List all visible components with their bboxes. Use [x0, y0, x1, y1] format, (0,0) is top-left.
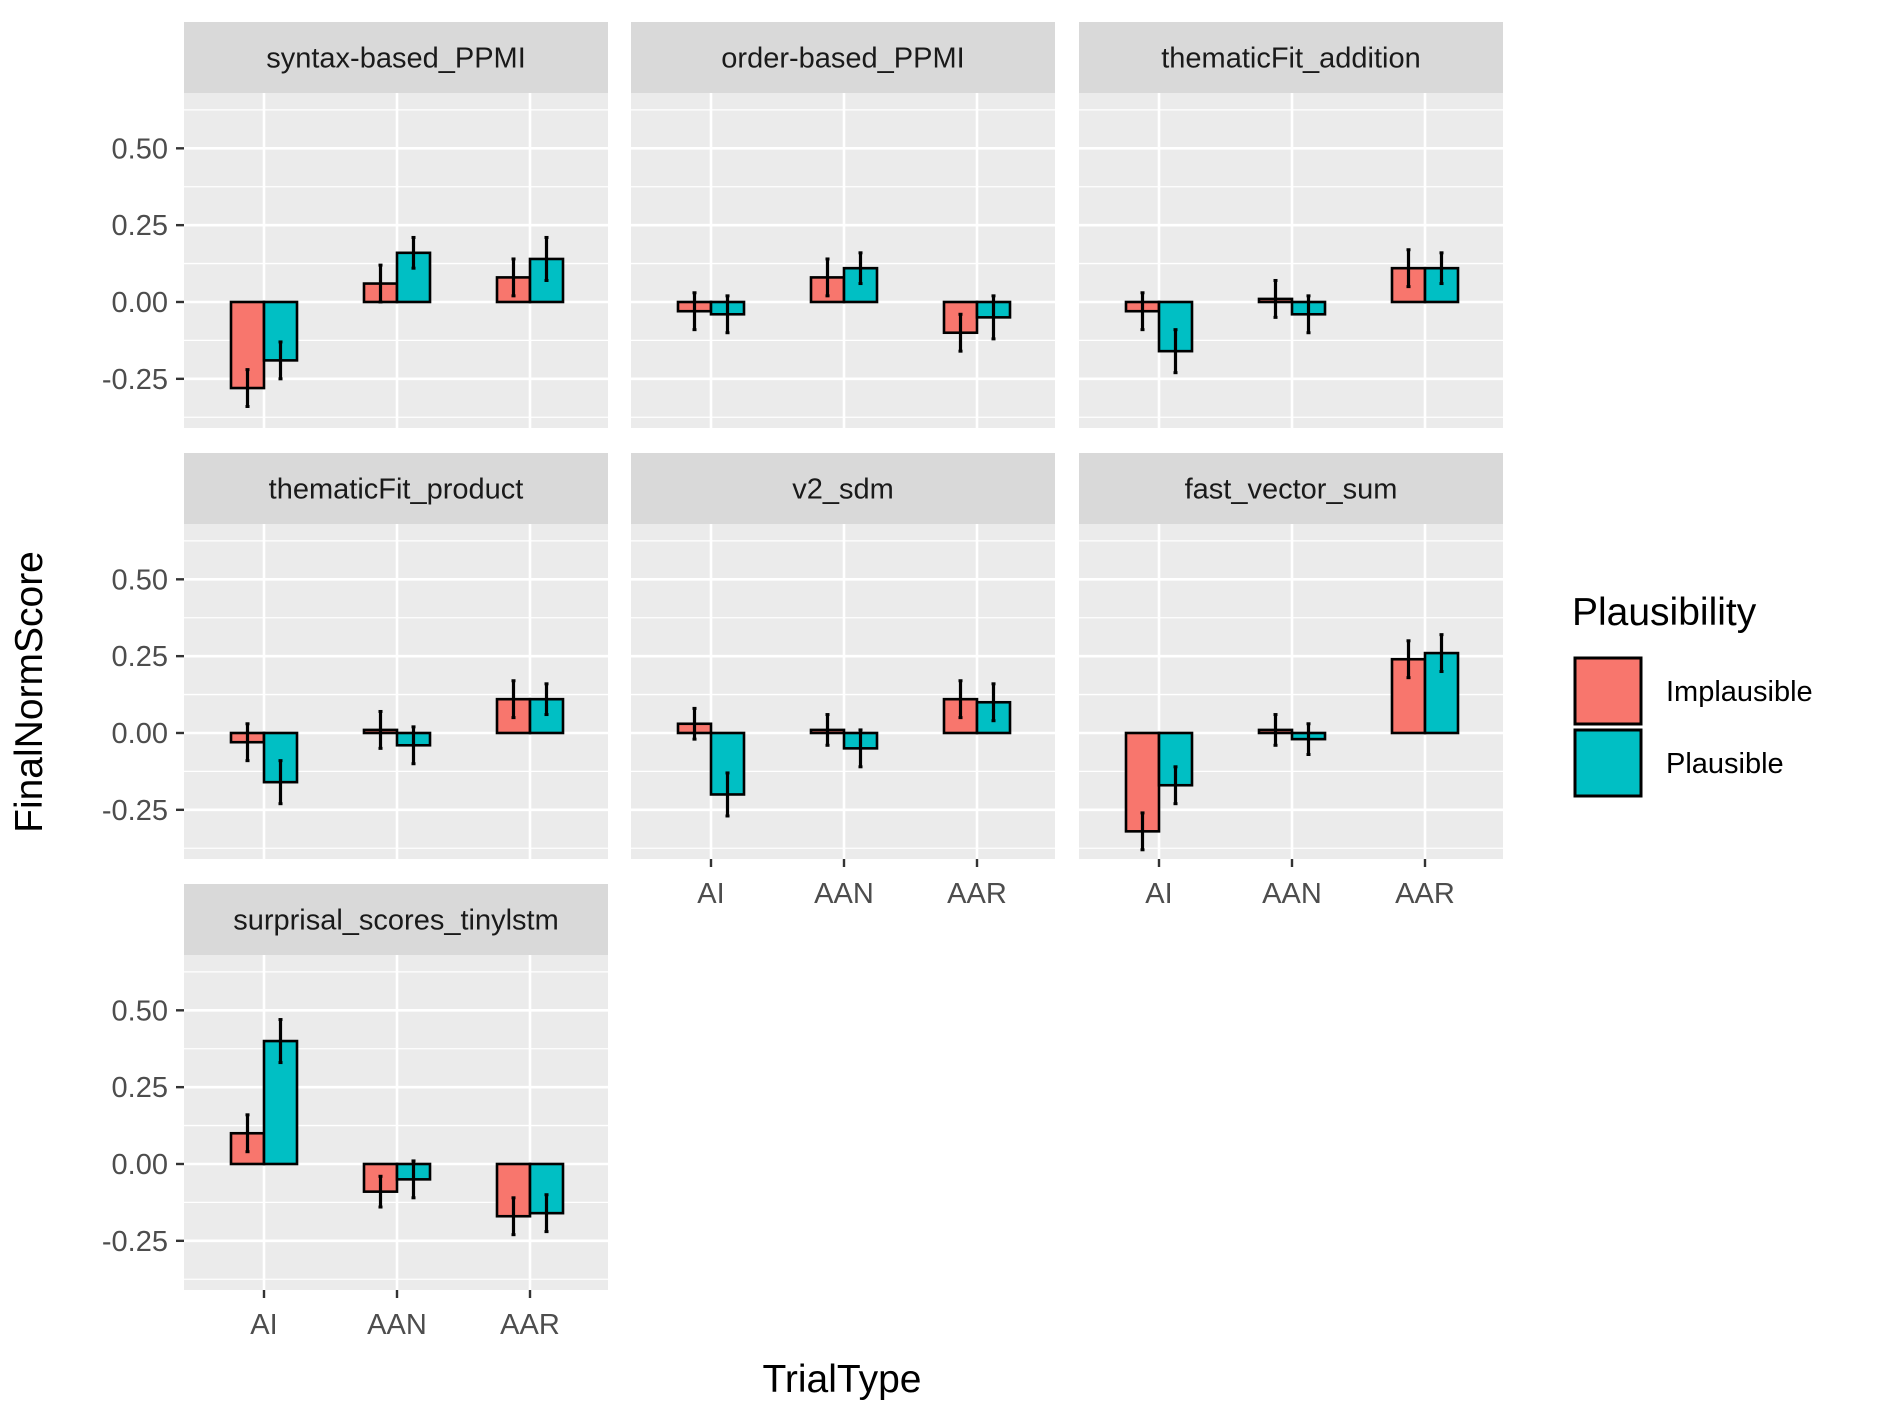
facet-panels: syntax-based_PPMI -0.25 0.00 0.25 0.50 order-…	[102, 22, 1503, 1341]
y-tick-label: 0.00	[112, 718, 168, 750]
x-tick-label: AAN	[814, 878, 874, 910]
legend-title: Plausibility	[1572, 591, 1757, 634]
panel-thematicfit-addition: thematicFit_addition	[1079, 22, 1503, 428]
y-tick-label: 0.50	[112, 995, 168, 1027]
facet-title: thematicFit_product	[269, 474, 524, 506]
facet-title: thematicFit_addition	[1161, 43, 1421, 75]
facet-strip	[1079, 22, 1503, 93]
legend-key-implausible	[1573, 656, 1643, 726]
facet-strip	[184, 453, 608, 524]
legend-key-plausible	[1573, 728, 1643, 798]
y-tick-label: 0.50	[112, 564, 168, 596]
x-tick-label: AAR	[500, 1309, 560, 1341]
facet-title: fast_vector_sum	[1185, 474, 1398, 506]
facet-title: order-based_PPMI	[721, 43, 964, 75]
y-tick-label: -0.25	[102, 795, 168, 827]
x-tick-label: AAN	[367, 1309, 427, 1341]
y-tick-label: -0.25	[102, 1226, 168, 1258]
facet-strip	[631, 453, 1055, 524]
y-tick-label: 0.50	[112, 133, 168, 165]
legend-label-plausible: Plausible	[1666, 748, 1784, 780]
facet-title: surprisal_scores_tinylstm	[233, 905, 559, 937]
panel-thematicfit-product: thematicFit_product -0.25 0.00 0.25 0.50	[102, 453, 608, 859]
facet-strip	[184, 884, 608, 955]
y-tick-label: 0.25	[112, 210, 168, 242]
facet-strip	[184, 22, 608, 93]
y-tick-label: -0.25	[102, 364, 168, 396]
legend: Plausibility Implausible Plausible	[1572, 591, 1813, 798]
y-axis-title: FinalNormScore	[8, 551, 51, 833]
x-tick-label: AI	[250, 1309, 277, 1341]
legend-label-implausible: Implausible	[1666, 676, 1813, 708]
y-tick-label: 0.00	[112, 287, 168, 319]
facet-title: v2_sdm	[792, 474, 894, 506]
x-tick-label: AAR	[947, 878, 1007, 910]
panel-v2-sdm: v2_sdm AI AAN AAR	[631, 453, 1055, 910]
x-tick-label: AI	[697, 878, 724, 910]
y-tick-label: 0.25	[112, 641, 168, 673]
facet-title: syntax-based_PPMI	[266, 43, 526, 75]
x-tick-label: AI	[1145, 878, 1172, 910]
panel-fast-vector-sum: fast_vector_sum AI AAN AAR	[1079, 453, 1503, 910]
x-tick-label: AAN	[1262, 878, 1322, 910]
panel-syntax-based-ppmi: syntax-based_PPMI -0.25 0.00 0.25 0.50	[102, 22, 608, 428]
panel-order-based-ppmi: order-based_PPMI	[631, 22, 1055, 428]
y-tick-label: 0.25	[112, 1072, 168, 1104]
x-tick-label: AAR	[1395, 878, 1455, 910]
facet-strip	[1079, 453, 1503, 524]
panel-surprisal-scores-tinylstm: surprisal_scores_tinylstm -0.25 0.00 0.25 0.…	[102, 884, 608, 1341]
facet-strip	[631, 22, 1055, 93]
y-tick-label: 0.00	[112, 1149, 168, 1181]
x-axis-title: TrialType	[763, 1358, 922, 1401]
